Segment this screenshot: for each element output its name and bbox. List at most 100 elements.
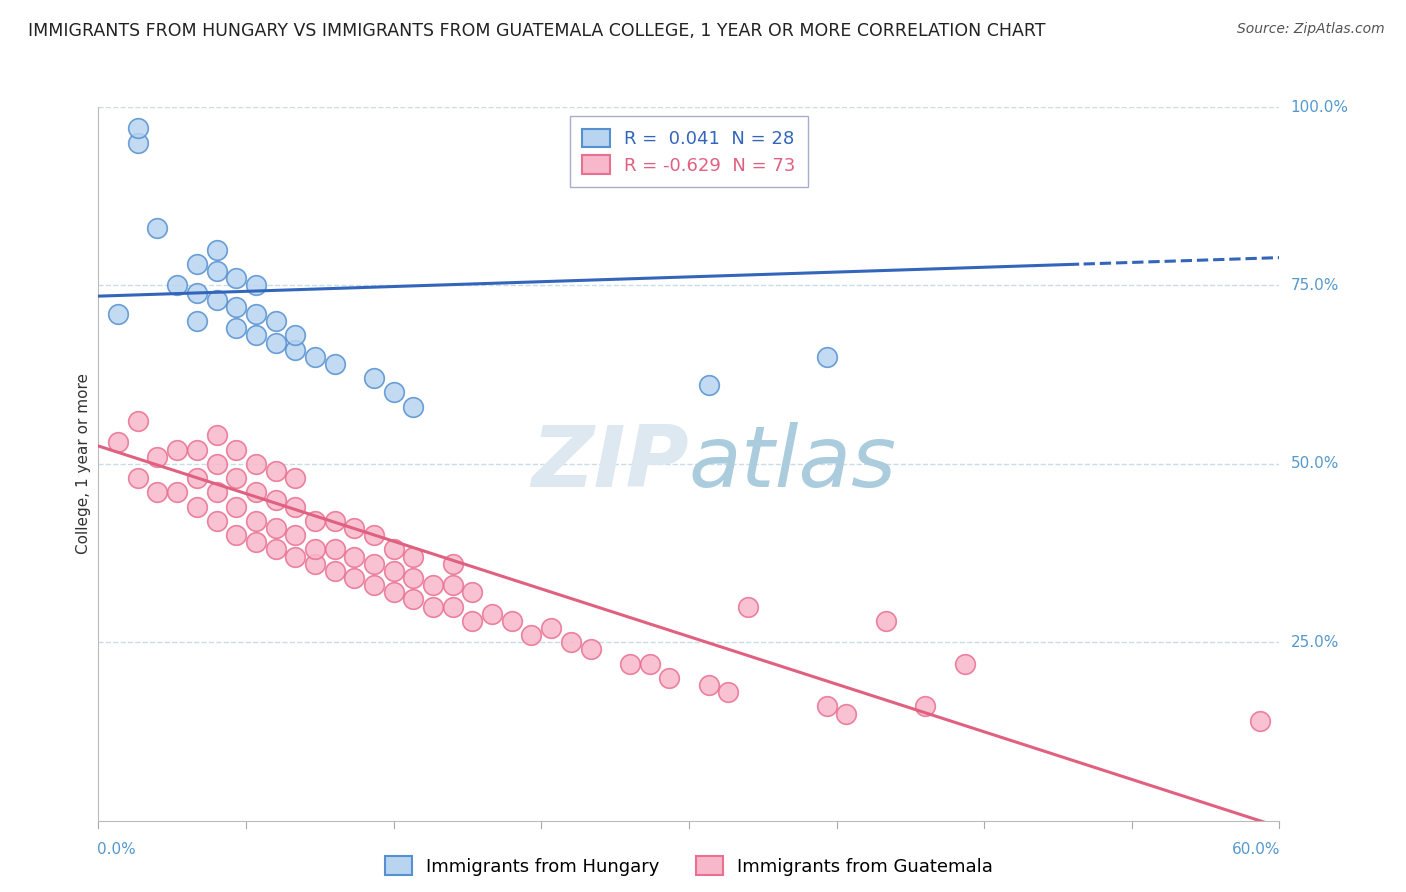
Point [422,578,444,592]
Point [127,121,149,136]
Point [343,571,366,585]
Text: ZIP: ZIP [531,422,689,506]
Point [323,514,346,528]
Point [402,571,425,585]
Point [186,257,208,271]
Point [245,278,267,293]
Point [146,485,169,500]
Point [127,471,149,485]
Point [441,557,464,571]
Point [284,343,307,357]
Point [127,414,149,428]
Legend: Immigrants from Hungary, Immigrants from Guatemala: Immigrants from Hungary, Immigrants from… [377,849,1001,883]
Point [127,136,149,150]
Point [441,578,464,592]
Point [284,549,307,564]
Point [225,271,247,285]
Point [166,442,188,457]
Point [245,535,267,549]
Point [205,457,228,471]
Point [560,635,582,649]
Point [343,549,366,564]
Point [619,657,641,671]
Point [245,328,267,343]
Point [245,457,267,471]
Point [264,314,287,328]
Text: 60.0%: 60.0% [1232,842,1281,857]
Point [146,450,169,464]
Point [304,557,326,571]
Point [245,307,267,321]
Point [304,542,326,557]
Point [284,500,307,514]
Point [697,378,720,392]
Point [875,614,897,628]
Text: 75.0%: 75.0% [1291,278,1339,293]
Point [264,492,287,507]
Point [461,614,484,628]
Text: Source: ZipAtlas.com: Source: ZipAtlas.com [1237,22,1385,37]
Point [658,671,681,685]
Point [264,521,287,535]
Point [382,585,405,599]
Point [205,243,228,257]
Point [186,314,208,328]
Text: atlas: atlas [689,422,897,506]
Point [186,471,208,485]
Point [343,521,366,535]
Point [520,628,543,642]
Point [363,528,385,542]
Point [323,542,346,557]
Point [402,400,425,414]
Point [540,621,562,635]
Text: 25.0%: 25.0% [1291,635,1339,649]
Point [166,485,188,500]
Point [245,514,267,528]
Point [205,264,228,278]
Point [461,585,484,599]
Point [264,464,287,478]
Point [304,514,326,528]
Point [835,706,858,721]
Point [186,442,208,457]
Text: 0.0%: 0.0% [97,842,136,857]
Point [205,428,228,442]
Point [382,385,405,400]
Text: 100.0%: 100.0% [1291,100,1348,114]
Point [402,592,425,607]
Point [441,599,464,614]
Point [914,699,936,714]
Point [107,307,129,321]
Point [481,607,503,621]
Point [1249,714,1271,728]
Text: 50.0%: 50.0% [1291,457,1339,471]
Point [363,578,385,592]
Text: IMMIGRANTS FROM HUNGARY VS IMMIGRANTS FROM GUATEMALA COLLEGE, 1 YEAR OR MORE COR: IMMIGRANTS FROM HUNGARY VS IMMIGRANTS FR… [28,22,1046,40]
Point [323,564,346,578]
Point [402,549,425,564]
Point [815,699,838,714]
Point [382,542,405,557]
Point [638,657,661,671]
Point [323,357,346,371]
Point [225,528,247,542]
Point [422,599,444,614]
Point [205,485,228,500]
Point [186,500,208,514]
Point [225,442,247,457]
Point [186,285,208,300]
Point [737,599,759,614]
Point [953,657,976,671]
Point [284,471,307,485]
Point [717,685,740,699]
Point [697,678,720,692]
Point [264,542,287,557]
Point [363,557,385,571]
Point [815,350,838,364]
Point [363,371,385,385]
Point [501,614,523,628]
Point [205,514,228,528]
Point [225,471,247,485]
Point [284,528,307,542]
Point [146,221,169,235]
